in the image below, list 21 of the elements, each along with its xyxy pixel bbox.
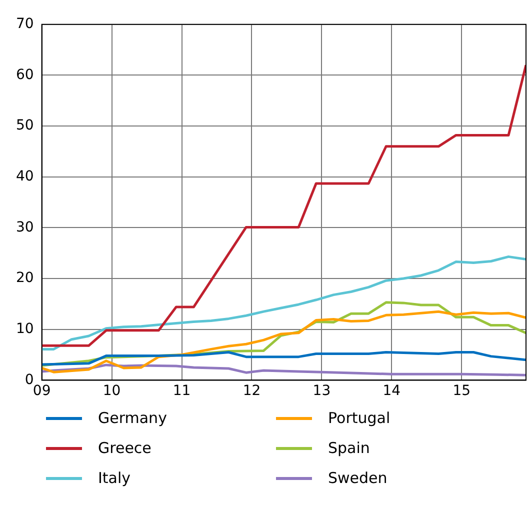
legend-label: Greece [98, 439, 152, 457]
x-tick-label: 09 [32, 383, 51, 400]
y-tick-label: 0 [24, 372, 34, 388]
legend-label: Spain [328, 439, 370, 457]
x-tick-label: 10 [102, 383, 121, 400]
y-tick-label: 20 [16, 270, 34, 286]
y-tick-label: 40 [16, 168, 34, 185]
y-tick-label: 30 [16, 219, 34, 236]
legend-label: Portugal [328, 409, 390, 427]
x-tick-label: 14 [382, 383, 401, 400]
x-tick-label: 13 [312, 383, 331, 400]
x-tick-label: 12 [242, 383, 261, 400]
legend-label: Germany [98, 409, 167, 427]
y-tick-label: 50 [16, 118, 34, 134]
legend-label: Sweden [328, 469, 388, 487]
legend-label: Italy [98, 469, 131, 487]
x-tick-label: 15 [452, 383, 471, 400]
y-tick-label: 60 [16, 66, 34, 83]
x-tick-label: 11 [172, 383, 191, 400]
y-tick-label: 10 [16, 321, 34, 338]
y-tick-label: 70 [16, 16, 34, 32]
